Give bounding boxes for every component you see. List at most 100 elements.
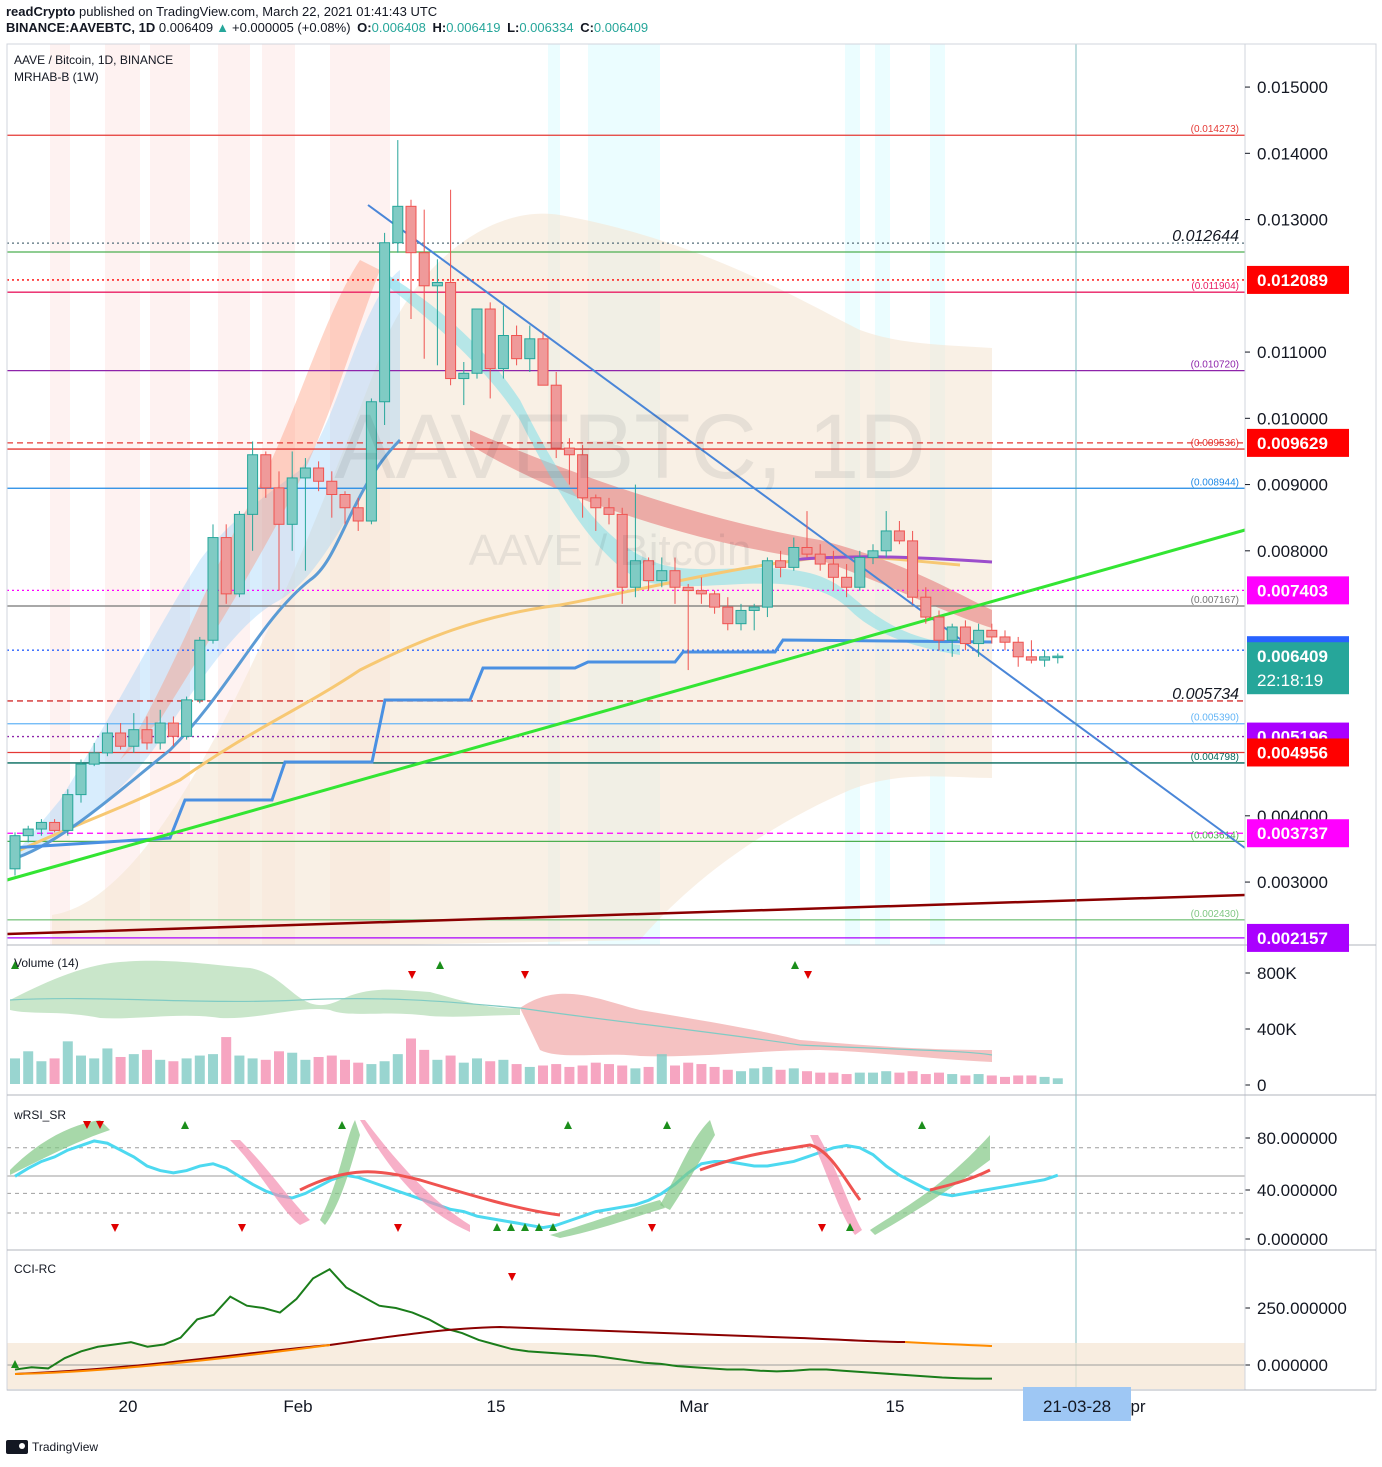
price-tick-label: 0.011000 — [1257, 343, 1327, 362]
signal-up-icon — [663, 1121, 671, 1129]
candle-body — [299, 467, 311, 479]
signal-up-icon — [846, 1223, 854, 1231]
wrsi-signal-red — [699, 1143, 862, 1201]
candle-body — [590, 497, 602, 509]
wrsi-wave-red — [360, 1120, 470, 1232]
price-badge-label: 0.004956 — [1257, 743, 1328, 762]
step-support-line — [9, 638, 993, 850]
volume-bar — [828, 1072, 839, 1084]
wrsi-wave-green — [10, 1120, 110, 1175]
candle-body — [959, 626, 971, 645]
tradingview-logo-icon — [6, 1440, 28, 1454]
candle-body — [286, 477, 298, 525]
candle-body — [128, 729, 140, 747]
low-value: 0.006334 — [519, 20, 574, 35]
volume-bar — [881, 1071, 892, 1084]
price-badge-label: 0.006409 — [1257, 647, 1328, 666]
candle-body — [141, 729, 153, 744]
volume-bar — [432, 1059, 443, 1084]
volume-bar — [366, 1064, 377, 1084]
candle-body — [695, 590, 707, 595]
candle-body — [973, 629, 985, 645]
close-label: C: — [580, 20, 594, 35]
candle-body — [669, 570, 681, 588]
candle-body — [537, 338, 549, 386]
chart-header: readCrypto published on TradingView.com,… — [6, 4, 651, 36]
price-badge — [1247, 923, 1349, 952]
candle-body — [471, 308, 483, 374]
tradingview-logo[interactable]: TradingView — [6, 1440, 98, 1454]
volume-bar — [353, 1062, 364, 1084]
volume-bar — [208, 1054, 218, 1084]
legend-indicator[interactable]: MRHAB-B (1W) — [14, 70, 99, 84]
red-zone-band — [105, 44, 140, 945]
level-label: (0.004798) — [1191, 752, 1239, 763]
volume-bar — [551, 1064, 562, 1084]
candle-body — [550, 384, 562, 449]
signal-down-icon — [521, 971, 529, 979]
legend-title[interactable]: AAVE / Bitcoin, 1D, BINANCE — [14, 53, 173, 67]
volume-bar — [524, 1066, 535, 1084]
wrsi-wave-red — [810, 1135, 862, 1235]
candle-body — [1039, 656, 1051, 661]
candle-body — [709, 593, 721, 608]
candle-body — [920, 596, 932, 618]
level-label: (0.008944) — [1191, 477, 1239, 488]
volume-bar — [260, 1059, 271, 1084]
candle-body — [233, 513, 245, 595]
volume-bar — [142, 1049, 152, 1084]
signal-up-icon — [791, 961, 799, 969]
price-tick-label: 0.003000 — [1257, 873, 1328, 892]
wrsi-wave-green — [660, 1120, 715, 1210]
candle-body — [352, 507, 364, 522]
candle-body — [748, 606, 760, 611]
candle-body — [484, 308, 496, 370]
candle-body — [946, 626, 958, 641]
volume-bar — [234, 1055, 245, 1084]
volume-bar — [604, 1064, 614, 1084]
volume-bar — [590, 1062, 601, 1084]
volume-bar — [10, 1058, 20, 1084]
candle-body — [101, 732, 113, 754]
candle-body — [194, 639, 206, 701]
red-zone-band — [50, 44, 70, 945]
author-name[interactable]: readCrypto — [6, 4, 76, 19]
time-tick-label: 15 — [487, 1397, 506, 1416]
level-label: (0.009536) — [1191, 438, 1239, 449]
signal-down-icon — [818, 1224, 826, 1232]
wrsi-pane-title[interactable]: wRSI_SR — [13, 1108, 66, 1122]
volume-bar — [802, 1071, 812, 1084]
volume-bar — [392, 1054, 403, 1084]
volume-bar — [445, 1055, 456, 1084]
level-label: (0.007167) — [1191, 595, 1239, 606]
volume-bar — [920, 1074, 931, 1084]
candle-body — [181, 699, 193, 737]
price-badge — [1247, 576, 1349, 605]
volume-bar — [247, 1058, 258, 1084]
wrsi-signal-red — [929, 1168, 991, 1192]
cci-pane-title[interactable]: CCI-RC — [14, 1262, 56, 1276]
symbol-label[interactable]: BINANCE:AAVEBTC, 1D — [6, 20, 156, 35]
candle-body — [999, 636, 1011, 643]
candle-body — [524, 338, 536, 360]
cci-signal-orange — [14, 1344, 331, 1375]
volume-bar — [406, 1038, 416, 1084]
publish-text: published on TradingView.com, March 22, … — [78, 4, 438, 19]
time-tick-label: Feb — [283, 1397, 312, 1416]
candle-body — [405, 205, 417, 254]
signal-down-icon — [648, 1224, 656, 1232]
signal-up-icon — [436, 961, 444, 969]
ohlc-line: BINANCE:AAVEBTC, 1D 0.006409 ▲ +0.000005 (… — [6, 20, 651, 36]
price-badge-label: 0.002157 — [1257, 929, 1328, 948]
candle-body — [260, 454, 272, 489]
candle-body — [418, 252, 430, 287]
price-badge-label: 0.012089 — [1257, 271, 1328, 290]
price-badge-label: 0.007403 — [1257, 581, 1328, 600]
volume-bar — [36, 1061, 47, 1084]
volume-bar — [102, 1048, 113, 1084]
volume-pane-title[interactable]: Volume (14) — [14, 956, 79, 970]
candle-body — [313, 467, 325, 482]
price-tick-label: 0.015000 — [1257, 78, 1328, 97]
signal-up-icon — [11, 1360, 19, 1368]
